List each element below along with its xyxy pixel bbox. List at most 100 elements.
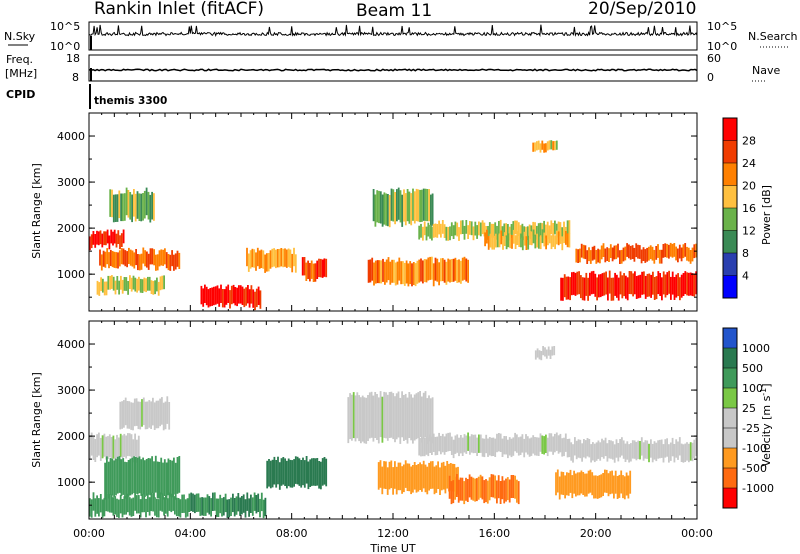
velocity-cell bbox=[320, 461, 322, 490]
velocity-cell bbox=[445, 433, 448, 452]
velocity-cell bbox=[388, 392, 391, 438]
power-cell bbox=[691, 247, 694, 262]
power-cell bbox=[247, 253, 250, 272]
velocity-cell bbox=[485, 479, 487, 503]
velocity-cell bbox=[431, 397, 434, 444]
velocity-cell bbox=[184, 499, 187, 518]
velocity-cell bbox=[561, 438, 564, 457]
power-cell bbox=[132, 275, 135, 290]
velocity-cell bbox=[385, 461, 387, 489]
velocity-cell bbox=[132, 439, 135, 463]
power-cell bbox=[241, 286, 244, 305]
velocity-cell bbox=[271, 459, 274, 488]
velocity-cell bbox=[546, 437, 549, 457]
power-cell bbox=[415, 188, 418, 222]
power-cell bbox=[486, 229, 488, 244]
velocity-cell bbox=[146, 493, 149, 512]
power-cell bbox=[171, 250, 173, 267]
velocity-cell bbox=[127, 433, 129, 457]
velocity-cell bbox=[686, 442, 688, 461]
vel-bar-swatch bbox=[723, 328, 737, 349]
power-cell bbox=[431, 193, 434, 226]
velocity-cell bbox=[415, 393, 418, 440]
power-cell bbox=[532, 142, 535, 152]
power-cell bbox=[407, 263, 410, 287]
velocity-cell bbox=[303, 460, 306, 488]
velocity-cell bbox=[415, 465, 418, 493]
power-cell bbox=[428, 189, 430, 222]
power-cell bbox=[592, 270, 595, 294]
power-cell bbox=[143, 277, 146, 292]
vel-bar-swatch bbox=[723, 468, 737, 489]
velocity-cell bbox=[363, 397, 366, 444]
power-cell bbox=[562, 277, 564, 301]
velocity-cell bbox=[536, 348, 539, 358]
power-cell bbox=[642, 247, 645, 261]
power-ytick-label: 2000 bbox=[57, 222, 85, 235]
power-cell bbox=[635, 276, 638, 299]
velocity-ytick-label: 1000 bbox=[57, 476, 85, 489]
power-bar-tick-label: 16 bbox=[742, 202, 756, 215]
velocity-cell bbox=[368, 392, 371, 439]
power-cell bbox=[417, 189, 420, 222]
power-cell bbox=[432, 263, 435, 287]
velocity-cell bbox=[119, 401, 122, 430]
power-cell bbox=[545, 143, 547, 153]
velocity-cell bbox=[691, 442, 694, 462]
power-cell bbox=[239, 285, 242, 304]
power-cell bbox=[463, 225, 466, 240]
power-cell bbox=[429, 256, 431, 280]
velocity-cell bbox=[309, 459, 312, 487]
velocity-cell bbox=[150, 492, 153, 512]
velocity-cell bbox=[107, 436, 109, 460]
velocity-cell bbox=[537, 437, 540, 456]
power-cell bbox=[108, 235, 111, 250]
power-cell bbox=[658, 249, 661, 264]
power-cell bbox=[594, 273, 597, 297]
velocity-cell bbox=[120, 459, 123, 496]
velocity-cell bbox=[138, 456, 141, 494]
velocity-cell bbox=[545, 349, 548, 359]
power-bar-swatch bbox=[723, 208, 737, 231]
velocity-cell bbox=[431, 436, 433, 455]
power-cell bbox=[391, 259, 393, 283]
power-cell bbox=[432, 224, 435, 238]
velocity-cell bbox=[437, 461, 439, 489]
velocity-cell bbox=[613, 444, 616, 463]
velocity-cell bbox=[452, 480, 455, 504]
velocity-cell bbox=[468, 474, 471, 498]
power-bar-tick-label: 8 bbox=[742, 247, 749, 260]
velocity-cell bbox=[662, 444, 665, 463]
velocity-cell bbox=[314, 458, 317, 486]
power-cell bbox=[527, 235, 530, 250]
power-cell bbox=[140, 253, 143, 270]
power-cell bbox=[123, 277, 126, 291]
velocity-cell bbox=[516, 434, 518, 453]
velocity-axis: 4000 3000 2000 1000 bbox=[57, 320, 698, 519]
power-cell bbox=[565, 231, 567, 245]
power-cell bbox=[419, 189, 421, 223]
velocity-cell bbox=[105, 492, 108, 512]
velocity-cell bbox=[625, 472, 628, 496]
power-cell bbox=[154, 280, 156, 295]
power-cell bbox=[519, 225, 522, 239]
power-cell bbox=[378, 260, 381, 284]
power-cell bbox=[498, 221, 500, 235]
velocity-cell bbox=[574, 437, 576, 456]
velocity-cell bbox=[144, 401, 147, 430]
power-cell bbox=[590, 271, 593, 295]
power-cell bbox=[111, 275, 113, 289]
velocity-cell bbox=[107, 493, 109, 512]
velocity-cell bbox=[488, 437, 491, 456]
velocity-cell bbox=[124, 461, 126, 499]
power-cell bbox=[680, 247, 683, 262]
power-cell bbox=[498, 233, 501, 248]
power-cell bbox=[596, 277, 598, 301]
power-cell bbox=[130, 277, 133, 292]
velocity-cell bbox=[555, 472, 557, 496]
power-cell bbox=[633, 247, 636, 262]
velocity-cell bbox=[440, 462, 443, 491]
velocity-cell bbox=[199, 497, 202, 516]
velocity-cell bbox=[606, 443, 609, 462]
power-cell bbox=[403, 262, 406, 286]
